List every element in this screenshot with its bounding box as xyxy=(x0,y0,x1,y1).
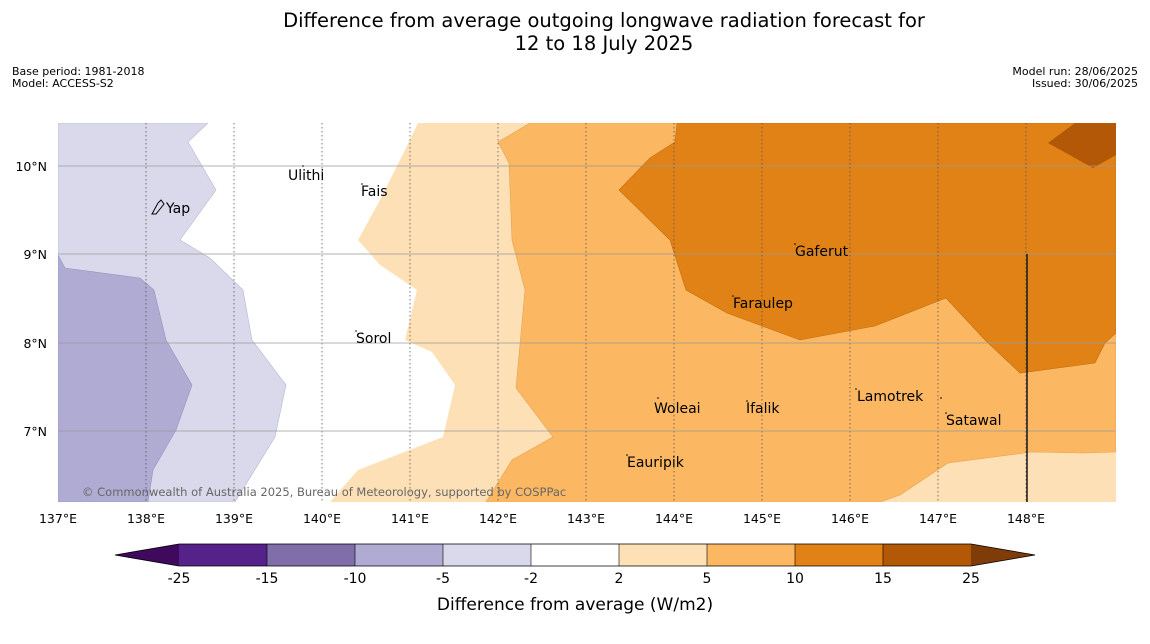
colorbar-seg-3 xyxy=(355,544,443,566)
place-label-ulithi: Ulithi xyxy=(288,168,324,184)
colorbar-seg-6 xyxy=(619,544,707,566)
colorbar-label: Difference from average (W/m2) xyxy=(437,595,713,615)
place-label-fais: Fais xyxy=(361,184,388,200)
lat-tick-7n: 7°N xyxy=(23,424,47,439)
lon-tick-148e: 148°E xyxy=(1007,511,1045,526)
lon-tick-147e: 147°E xyxy=(919,511,957,526)
issued-date: Issued: 30/06/2025 xyxy=(1031,77,1138,90)
colorbar-right-arrow xyxy=(971,544,1035,566)
place-label-woleai: Woleai xyxy=(654,401,701,417)
colorbar-tick-3: -5 xyxy=(436,571,450,587)
lon-tick-138e: 138°E xyxy=(127,511,165,526)
lon-tick-141e: 141°E xyxy=(391,511,429,526)
colorbar-tick-2: -10 xyxy=(344,571,367,587)
band-neg10-neg5 xyxy=(58,254,193,502)
place-label-satawal: Satawal xyxy=(946,413,1001,429)
lon-tick-137e: 137°E xyxy=(39,511,77,526)
colorbar-left-arrow xyxy=(115,544,179,566)
band-15-25 xyxy=(1048,123,1116,168)
meta-right: Model run: 28/06/2025 Issued: 30/06/2025 xyxy=(1012,66,1138,90)
lat-tick-8n: 8°N xyxy=(23,336,47,351)
colorbar-tick-1: -15 xyxy=(256,571,279,587)
place-label-lamotrek: Lamotrek xyxy=(857,389,924,405)
lon-tick-140e: 140°E xyxy=(303,511,341,526)
lon-tick-142e: 142°E xyxy=(479,511,517,526)
yap-island-icon xyxy=(151,199,165,215)
lat-tick-9n: 9°N xyxy=(23,247,47,262)
band-light-patch xyxy=(1040,487,1116,502)
place-label-faraulep: Faraulep xyxy=(733,296,793,312)
meta-left: Base period: 1981-2018 Model: ACCESS-S2 xyxy=(12,66,144,90)
lon-tick-146e: 146°E xyxy=(831,511,869,526)
colorbar-seg-8 xyxy=(795,544,883,566)
colorbar-tick-0: -25 xyxy=(168,571,191,587)
colorbar: -25 -15 -10 -5 -2 2 5 10 15 25 Differenc… xyxy=(114,543,1036,615)
colorbar-tick-7: 10 xyxy=(786,571,804,587)
lon-tick-145e: 145°E xyxy=(743,511,781,526)
colorbar-tick-5: 2 xyxy=(615,571,624,587)
map-area xyxy=(58,123,1116,502)
colorbar-tick-9: 25 xyxy=(962,571,980,587)
place-label-yap: Yap xyxy=(165,201,190,217)
colorbar-tick-8: 15 xyxy=(874,571,892,587)
colorbar-seg-7 xyxy=(707,544,795,566)
lat-gridlines xyxy=(58,165,1116,432)
place-label-eauripik: Eauripik xyxy=(627,455,685,471)
lon-tick-139e: 139°E xyxy=(215,511,253,526)
colorbar-seg-9 xyxy=(883,544,971,566)
island-dots xyxy=(302,165,947,456)
band-10-15 xyxy=(618,123,1116,374)
colorbar-tick-6: 5 xyxy=(703,571,712,587)
lat-axis: 10°N 9°N 8°N 7°N xyxy=(15,159,47,439)
place-label-gaferut: Gaferut xyxy=(795,244,849,260)
colorbar-seg-4 xyxy=(443,544,531,566)
lon-gridlines xyxy=(145,123,1027,502)
lat-tick-10n: 10°N xyxy=(15,159,47,174)
lon-axis: 137°E 138°E 139°E 140°E 141°E 142°E 143°… xyxy=(39,511,1045,526)
map-title: Difference from average outgoing longwav… xyxy=(0,9,1150,55)
colorbar-seg-1 xyxy=(179,544,267,566)
model-name: Model: ACCESS-S2 xyxy=(12,77,114,90)
lon-tick-144e: 144°E xyxy=(655,511,693,526)
place-label-sorol: Sorol xyxy=(356,331,391,347)
model-run: Model run: 28/06/2025 xyxy=(1012,65,1138,78)
copyright-credit: © Commonwealth of Australia 2025, Bureau… xyxy=(82,485,566,499)
title-line-1: Difference from average outgoing longwav… xyxy=(283,9,925,32)
title-line-2: 12 to 18 July 2025 xyxy=(514,32,694,55)
colorbar-seg-2 xyxy=(267,544,355,566)
colorbar-tick-4: -2 xyxy=(524,571,538,587)
base-period: Base period: 1981-2018 xyxy=(12,65,145,78)
colorbar-seg-5 xyxy=(531,544,619,566)
place-label-ifalik: Ifalik xyxy=(746,401,780,417)
lon-tick-143e: 143°E xyxy=(567,511,605,526)
